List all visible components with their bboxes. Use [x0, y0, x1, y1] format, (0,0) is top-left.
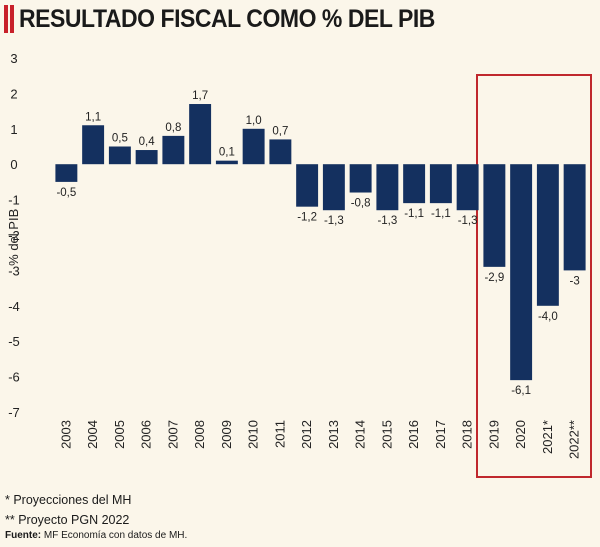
bar-2013 — [322, 164, 345, 211]
x-tick-label: 2013 — [326, 420, 341, 449]
data-label: 0,7 — [272, 125, 288, 137]
x-tick-label: 2019 — [486, 420, 501, 449]
x-tick-label: 2022** — [567, 420, 582, 459]
bar-2009 — [215, 160, 238, 165]
data-label: -1,1 — [431, 208, 451, 220]
bar-2006 — [135, 150, 158, 165]
data-label: 0,8 — [165, 122, 181, 134]
y-tick-label: 3 — [10, 51, 17, 66]
y-tick-label: -2 — [8, 228, 20, 243]
y-axis: 3 2 1 0 -1 -2 -3 -4 -5 -6 -7 — [8, 51, 20, 420]
x-tick-label: 2006 — [139, 420, 154, 449]
y-axis-title: % del PIB — [6, 209, 21, 266]
y-tick-label: -4 — [8, 299, 20, 314]
bar-2010 — [242, 128, 265, 165]
bar-2018 — [456, 164, 479, 211]
bar-2014 — [349, 164, 372, 193]
bar-2011 — [269, 139, 292, 165]
y-tick-label: -7 — [8, 405, 20, 420]
x-tick-label: 2017 — [433, 420, 448, 449]
data-label: -6,1 — [511, 385, 531, 397]
data-label: 1,0 — [246, 115, 262, 127]
x-tick-label: 2011 — [272, 420, 287, 448]
title-accent-bar — [10, 5, 14, 33]
data-label: -1,3 — [377, 215, 397, 227]
data-label: -1,1 — [404, 208, 424, 220]
x-tick-label: 2009 — [219, 420, 234, 449]
data-label: -4,0 — [538, 311, 558, 323]
data-label: 1,1 — [85, 111, 101, 123]
y-tick-label: -5 — [8, 334, 20, 349]
x-tick-label: 2018 — [460, 420, 475, 449]
x-axis: 2003 2004 2005 2006 2007 2008 2009 2010 2011 2012… — [58, 420, 581, 459]
bar-2015 — [376, 164, 399, 211]
bar-2017 — [429, 164, 452, 204]
x-tick-label: 2005 — [112, 420, 127, 449]
bar-2004 — [82, 125, 105, 165]
y-tick-label: 1 — [10, 122, 17, 137]
x-tick-label: 2015 — [379, 420, 394, 449]
data-label: 0,4 — [139, 136, 156, 148]
bars-group — [55, 104, 586, 381]
x-tick-label: 2003 — [58, 420, 73, 449]
data-label: -0,5 — [56, 187, 76, 199]
chart-title: RESULTADO FISCAL COMO % DEL PIB — [19, 4, 435, 33]
footnote-pgn: ** Proyecto PGN 2022 — [5, 513, 130, 527]
x-tick-label: 2010 — [246, 420, 261, 449]
bar-2021 — [536, 164, 559, 306]
y-tick-label: -3 — [8, 263, 20, 278]
title-accent-bar — [4, 5, 8, 33]
bar-2007 — [162, 135, 185, 165]
data-label: 0,1 — [219, 147, 235, 159]
projection-highlight-box — [476, 74, 592, 478]
data-labels-group: -0,5 1,1 0,5 0,4 0,8 1,7 0,1 1,0 0,7 -1,2 -1,3 -0,8… — [56, 90, 579, 397]
data-label: -1,2 — [297, 212, 317, 224]
source-label: Fuente: — [5, 530, 42, 541]
footnote-projections: * Proyecciones del MH — [5, 493, 132, 507]
title-block: RESULTADO FISCAL COMO % DEL PIB — [4, 2, 471, 36]
bar-2020 — [510, 164, 533, 381]
y-tick-label: 0 — [10, 157, 17, 172]
x-tick-label: 2016 — [406, 420, 421, 449]
x-tick-label: 2004 — [85, 420, 100, 449]
data-label: -0,8 — [351, 198, 371, 210]
bar-2005 — [108, 146, 131, 165]
bar-chart: 3 2 1 0 -1 -2 -3 -4 -5 -6 -7 % del PIB -0,5 1,1 0,5 0… — [6, 51, 592, 478]
bar-2008 — [189, 104, 212, 165]
x-tick-label: 2012 — [299, 420, 314, 449]
y-tick-label: -1 — [8, 193, 20, 208]
footnotes: * Proyecciones del MH ** Proyecto PGN 20… — [5, 490, 187, 542]
x-tick-label: 2020 — [513, 420, 528, 449]
x-tick-label: 2014 — [353, 420, 368, 449]
data-label: -3 — [570, 275, 580, 287]
y-tick-label: 2 — [10, 86, 17, 101]
x-tick-label: 2007 — [165, 420, 180, 449]
bar-2003 — [55, 164, 78, 182]
bar-2022 — [563, 164, 586, 271]
x-tick-label: 2021* — [540, 420, 555, 454]
data-label: -2,9 — [484, 272, 504, 284]
bar-2012 — [296, 164, 319, 207]
data-label: -1,3 — [458, 215, 478, 227]
bar-2016 — [403, 164, 426, 204]
source-text: MF Economía con datos de MH. — [41, 530, 188, 541]
bar-2019 — [483, 164, 506, 267]
data-label: -1,3 — [324, 215, 344, 227]
source-line: Fuente: MF Economía con datos de MH. — [5, 530, 187, 542]
y-tick-label: -6 — [8, 370, 20, 385]
data-label: 0,5 — [112, 133, 128, 145]
x-tick-label: 2008 — [192, 420, 207, 449]
data-label: 1,7 — [192, 90, 208, 102]
